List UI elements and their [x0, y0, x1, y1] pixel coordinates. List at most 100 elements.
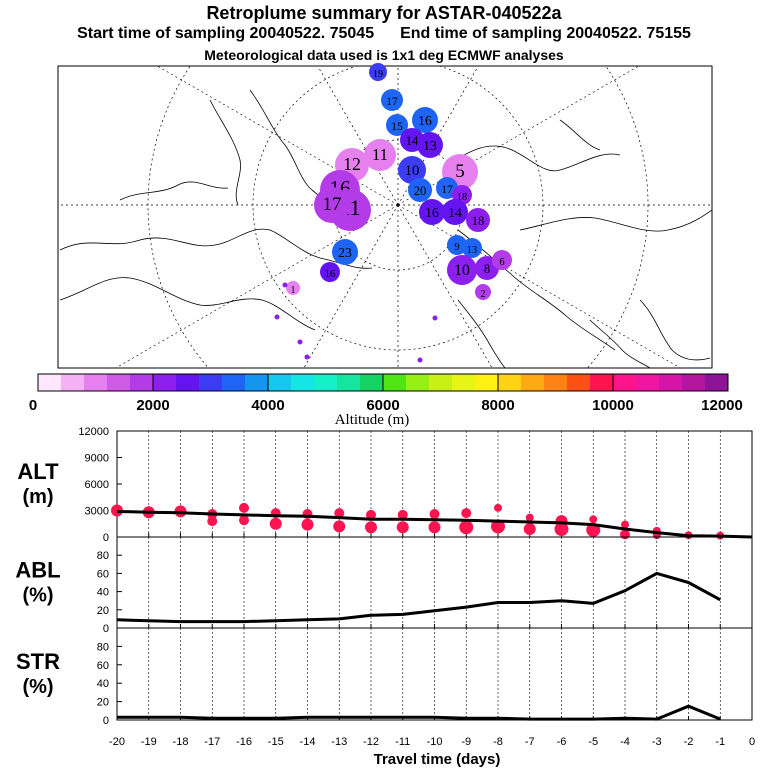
- colorbar-swatch: [153, 374, 177, 391]
- x-tick-label: -12: [363, 736, 379, 748]
- map-marker-dot: [400, 128, 424, 152]
- colorbar-swatch: [222, 374, 246, 391]
- x-tick-label: -18: [173, 736, 189, 748]
- map-marker-label: 2: [481, 289, 486, 300]
- end-time-label: End time of sampling 20040522. 75155: [400, 25, 691, 42]
- panel-alt: 12000 9000 6000 3000 0 ALT(m): [17, 426, 753, 544]
- map-marker: 2: [475, 284, 491, 300]
- colorbar-swatch: [544, 374, 568, 391]
- colorbar-swatch: [314, 374, 338, 391]
- time-series-panels: 120009000600030000ALT(m)806040200ABL(%)8…: [15, 426, 755, 748]
- map-marker-dot: [320, 262, 340, 282]
- series-line: [116, 509, 753, 539]
- scatter-point: [333, 520, 346, 533]
- map-marker-label: 18: [457, 192, 468, 203]
- colorbar-swatch: [38, 374, 62, 391]
- map-marker-label: 16: [325, 269, 336, 280]
- map-marker-label: 12: [343, 154, 361, 174]
- x-tick-label: -10: [427, 736, 443, 748]
- map-marker-dot: [492, 250, 512, 270]
- map-marker-dot: [286, 281, 300, 295]
- map-marker: 16: [412, 107, 438, 133]
- scatter-point: [554, 522, 569, 537]
- colorbar-swatch: [521, 374, 545, 391]
- coastlines: [59, 89, 712, 368]
- map-marker-label: 17: [441, 184, 453, 196]
- colorbar-swatch: [590, 374, 614, 391]
- colorbar-swatch: [130, 374, 154, 391]
- scatter-point: [396, 521, 409, 534]
- scatter-point: [207, 516, 218, 527]
- map-marker: 14: [442, 199, 468, 225]
- map-marker-label: 1: [291, 285, 296, 296]
- map-small-dot: [282, 282, 288, 288]
- map-marker-label: 6: [499, 257, 504, 268]
- panel-abl: 80 60 40 20 0 ABL(%): [15, 536, 753, 635]
- colorbar-swatch: [567, 374, 591, 391]
- scatter-point: [301, 518, 314, 531]
- map-marker-label: 20: [414, 184, 427, 198]
- altitude-colorbar: 0 2000 4000 6000 8000 10000 12000: [29, 373, 743, 414]
- map-small-dot: [274, 314, 280, 320]
- map-marker: 13: [462, 238, 482, 258]
- panel-unit: (%): [22, 676, 53, 698]
- x-tick-label: -5: [588, 736, 598, 748]
- map-marker: 1: [286, 281, 300, 296]
- map-marker-label: 16: [418, 113, 432, 128]
- x-tick-label: -8: [493, 736, 503, 748]
- map-marker-dot: [332, 239, 358, 265]
- panel-str: 80 60 40 20 0 STR(%): [16, 627, 753, 727]
- y-tick-label: 40: [97, 678, 109, 690]
- map-marker-dot: [462, 238, 482, 258]
- map-marker-dot: [419, 199, 445, 225]
- scatter-point: [461, 508, 472, 519]
- map-marker: 16: [419, 199, 445, 225]
- map-small-dot: [417, 357, 423, 363]
- panel-label: ALT: [17, 459, 59, 484]
- scatter-point: [239, 502, 249, 513]
- x-axis-label: Travel time (days): [374, 751, 501, 768]
- scatter-point: [365, 521, 377, 534]
- map-marker: 10: [447, 255, 477, 285]
- map-marker: 9: [447, 235, 467, 255]
- colorbar-tick-label: 6000: [366, 397, 399, 414]
- map-small-dot: [297, 339, 303, 345]
- x-tick-label: -7: [525, 736, 535, 748]
- map-marker-label: 14: [448, 205, 462, 220]
- scatter-point: [589, 515, 598, 524]
- panel-label: ABL: [15, 558, 60, 583]
- map-marker-label: 13: [423, 138, 437, 153]
- panel-label: STR: [16, 649, 60, 674]
- scatter-point: [621, 520, 629, 529]
- colorbar-swatch: [498, 374, 522, 391]
- panel-unit: (m): [22, 486, 53, 508]
- map-marker: 17: [314, 187, 350, 223]
- x-tick-label: -15: [268, 736, 284, 748]
- map-marker: 10: [398, 156, 426, 184]
- map-marker-dot: [442, 199, 468, 225]
- map-marker-label: 19: [373, 69, 383, 80]
- colorbar-swatch: [659, 374, 683, 391]
- x-tick-label: 0: [749, 736, 755, 748]
- y-tick-label: 3000: [85, 506, 109, 518]
- map-marker-label: 11: [372, 145, 388, 164]
- colorbar-swatch: [245, 374, 269, 391]
- map-marker-label: 5: [455, 161, 464, 182]
- colorbar-tick-label: 2000: [136, 397, 169, 414]
- map-marker-dot: [369, 63, 387, 81]
- x-tick-label: -2: [684, 736, 694, 748]
- series-line: [117, 704, 721, 721]
- map-small-dot: [304, 354, 310, 360]
- x-tick-label: -11: [395, 736, 410, 748]
- colorbar-tick-label: 0: [29, 397, 37, 414]
- start-time-label: Start time of sampling 20040522. 75045: [77, 25, 375, 42]
- scatter-point: [397, 509, 408, 520]
- colorbar-swatch: [291, 374, 315, 391]
- map-marker-dot: [408, 178, 432, 202]
- map-marker-dot: [314, 187, 350, 223]
- y-tick-label: 60: [97, 568, 109, 580]
- scatter-point: [269, 517, 282, 530]
- map-marker: 14: [400, 128, 424, 152]
- y-tick-label: 80: [97, 550, 109, 562]
